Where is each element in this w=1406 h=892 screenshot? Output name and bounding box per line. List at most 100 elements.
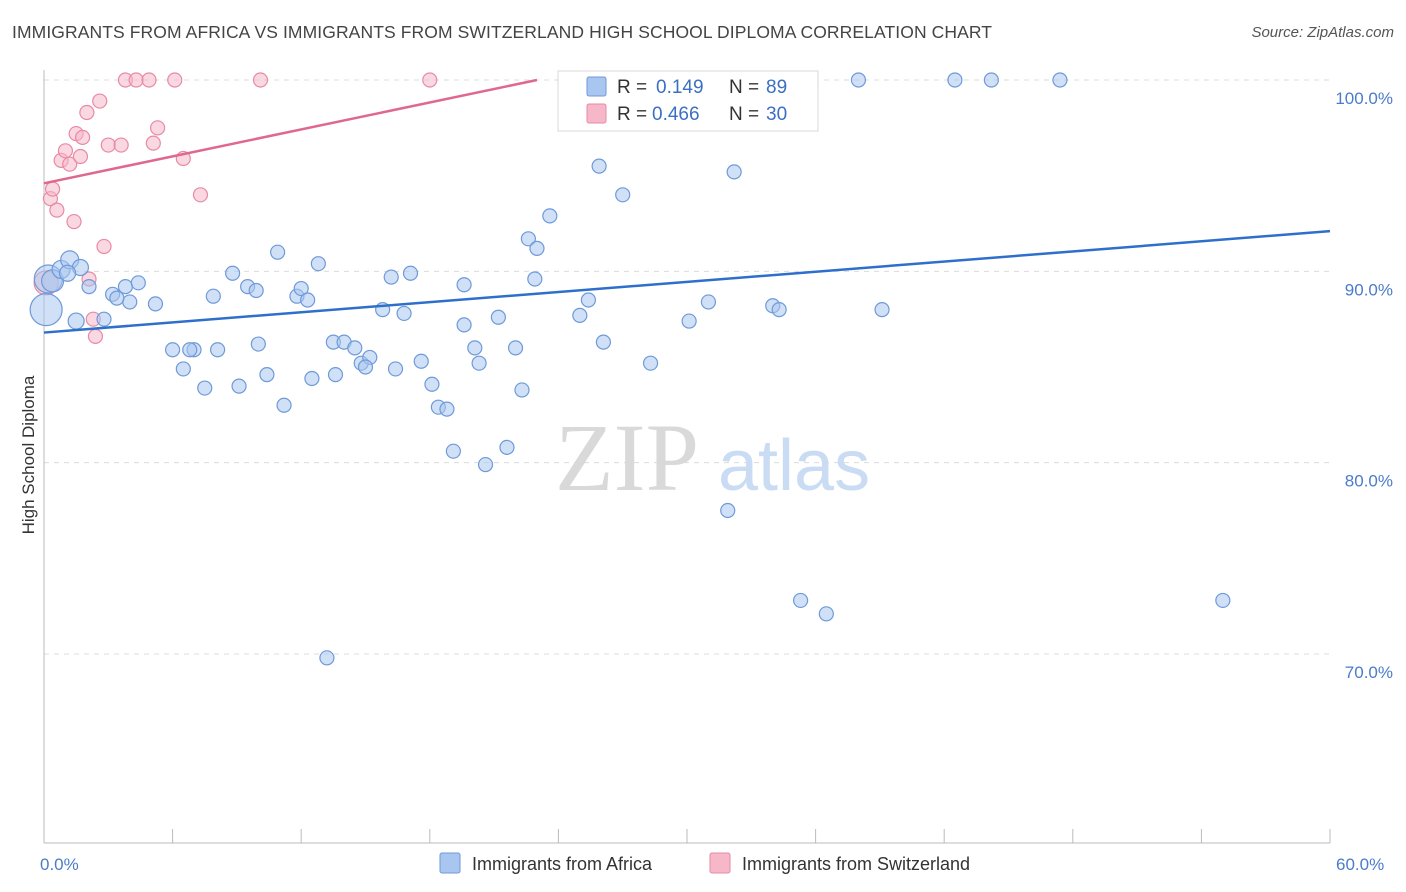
y-tick-label-80: 80.0% xyxy=(1345,472,1393,491)
switzerland-point-23 xyxy=(149,120,166,136)
africa-point-88 xyxy=(357,359,374,375)
switzerland-point-7 xyxy=(66,213,82,230)
africa-point-20 xyxy=(225,265,241,281)
africa-point-69 xyxy=(700,294,717,310)
africa-point-59 xyxy=(529,240,545,256)
trend-line-africa xyxy=(43,229,1331,334)
legend-r-value-africa: 0.149 xyxy=(656,77,704,98)
africa-point-58 xyxy=(527,271,543,287)
watermark-zip: ZIP xyxy=(555,404,699,511)
africa-point-54 xyxy=(499,439,515,455)
switzerland-point-18 xyxy=(113,137,129,153)
africa-point-5 xyxy=(67,312,85,330)
y-axis-title: High School Diploma xyxy=(19,375,38,534)
africa-point-85 xyxy=(109,290,125,306)
africa-point-14 xyxy=(165,342,181,358)
africa-point-83 xyxy=(850,72,867,88)
africa-point-73 xyxy=(771,302,787,318)
africa-point-64 xyxy=(595,334,612,350)
chart-title: IMMIGRANTS FROM AFRICA VS IMMIGRANTS FRO… xyxy=(12,22,993,42)
switzerland-point-17 xyxy=(100,137,116,153)
watermark-atlas: atlas xyxy=(718,426,870,506)
africa-point-61 xyxy=(572,307,588,323)
africa-point-26 xyxy=(276,397,292,413)
africa-point-40 xyxy=(387,361,404,377)
africa-point-18 xyxy=(205,288,221,304)
africa-point-13 xyxy=(147,296,164,312)
trend-line-switzerland xyxy=(43,78,538,185)
africa-point-68 xyxy=(681,313,697,329)
africa-point-74 xyxy=(792,592,809,609)
africa-point-53 xyxy=(490,309,506,325)
africa-point-71 xyxy=(726,164,742,180)
africa-point-15 xyxy=(175,361,191,377)
africa-point-81 xyxy=(319,650,335,666)
legend-swatch-africa xyxy=(586,76,607,97)
switzerland-point-24 xyxy=(167,72,183,88)
africa-point-29 xyxy=(300,292,316,308)
y-tick-labels: 70.0% 80.0% 90.0% 100.0% xyxy=(1335,89,1393,682)
y-tick-label-70: 70.0% xyxy=(1345,663,1393,682)
africa-point-60 xyxy=(542,208,558,224)
x-ticks xyxy=(43,829,1331,843)
africa-point-12 xyxy=(130,275,146,291)
top-legend: R = 0.149 N = 89 R = 0.466 N = 30 xyxy=(557,70,819,132)
legend-r-value-switzerland: 0.466 xyxy=(652,104,700,125)
africa-point-57 xyxy=(520,231,536,247)
switzerland-point-27 xyxy=(252,72,269,88)
africa-point-28 xyxy=(293,280,309,297)
bottom-legend-swatch-switzerland xyxy=(709,852,731,874)
africa-point-31 xyxy=(310,256,326,272)
legend-n-value-switzerland: 30 xyxy=(766,104,787,125)
switzerland-point-3 xyxy=(49,202,65,218)
switzerland-point-22 xyxy=(145,135,161,151)
legend-n-label-switzerland: N = xyxy=(729,104,759,125)
switzerland-point-11 xyxy=(79,104,95,121)
africa-point-79 xyxy=(1052,72,1068,88)
africa-point-87 xyxy=(248,282,264,299)
switzerland-point-9 xyxy=(72,148,89,165)
africa-point-55 xyxy=(507,340,524,356)
africa-point-33 xyxy=(327,367,344,383)
switzerland-point-20 xyxy=(128,72,144,88)
africa-point-44 xyxy=(424,376,440,392)
grid-lines xyxy=(44,79,1330,655)
africa-point-75 xyxy=(818,606,834,622)
africa-point-35 xyxy=(347,340,363,356)
x-tick-label-start: 0.0% xyxy=(40,855,79,874)
switzerland-point-2 xyxy=(44,181,61,197)
africa-point-25 xyxy=(270,244,286,260)
africa-point-46 xyxy=(439,401,455,417)
africa-point-65 xyxy=(615,187,631,203)
africa-point-70 xyxy=(720,502,736,519)
switzerland-point-6 xyxy=(62,156,78,172)
africa-point-52 xyxy=(477,456,494,473)
switzerland-point-16 xyxy=(96,238,112,255)
africa-point-24 xyxy=(259,367,275,383)
legend-r-label-switzerland: R = xyxy=(617,104,647,125)
source-label: Source: ZipAtlas.com xyxy=(1251,24,1394,41)
africa-point-80 xyxy=(1215,592,1231,609)
africa-point-17 xyxy=(197,380,213,396)
africa-point-47 xyxy=(445,443,461,459)
africa-point-56 xyxy=(514,382,530,398)
africa-point-21 xyxy=(231,378,247,394)
bottom-legend: Immigrants from Africa Immigrants from S… xyxy=(439,852,970,874)
x-tick-label-end: 60.0% xyxy=(1336,855,1384,874)
africa-point-11 xyxy=(122,294,138,310)
legend-n-label-africa: N = xyxy=(729,77,759,98)
africa-point-8 xyxy=(96,311,112,327)
africa-point-19 xyxy=(210,342,226,358)
africa-point-23 xyxy=(250,336,266,352)
switzerland-point-28 xyxy=(422,72,438,88)
africa-point-51 xyxy=(471,355,487,371)
bottom-legend-label-switzerland: Immigrants from Switzerland xyxy=(742,854,970,874)
switzerland-point-26 xyxy=(192,187,209,203)
africa-point-39 xyxy=(383,269,399,285)
africa-point-84 xyxy=(58,264,77,282)
africa-point-30 xyxy=(304,370,320,387)
africa-point-43 xyxy=(413,353,429,369)
africa-point-41 xyxy=(396,305,412,322)
africa-point-66 xyxy=(642,355,659,371)
y-tick-label-100: 100.0% xyxy=(1335,89,1393,108)
